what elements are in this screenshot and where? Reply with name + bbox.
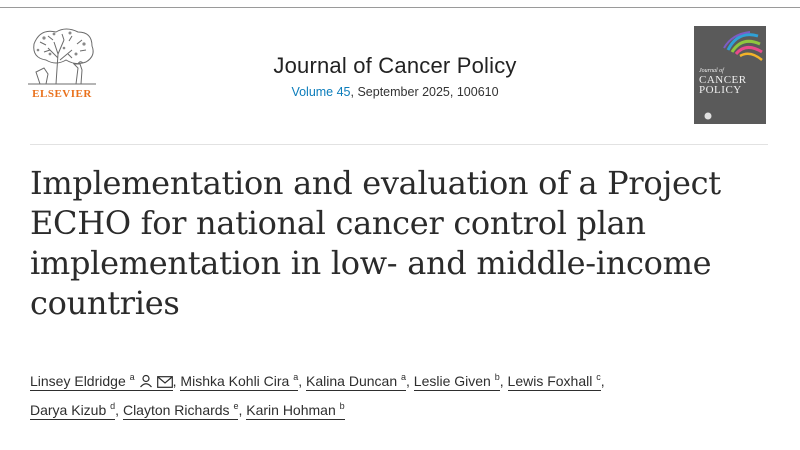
author-separator: , [298,373,303,389]
journal-title[interactable]: Journal of Cancer Policy [273,53,517,78]
author-name: Mishka Kohli Cira [180,373,290,389]
author-link[interactable]: Darya Kizub d [30,401,116,420]
issue-line: Volume 45, September 2025, 100610 [200,84,590,100]
author-separator: , [172,373,177,389]
affiliation-marker: a [293,372,299,382]
author-name: Leslie Given [413,373,491,389]
author-separator: , [406,373,410,389]
elsevier-tree-icon [28,28,96,85]
cover-title: Journal of CANCER POLICY [699,68,763,96]
cover-journal-line: Journal of [699,68,724,74]
author-link[interactable]: Leslie Given b [413,372,500,391]
author-name: Clayton Richards [122,402,230,418]
top-divider [0,7,800,8]
article-title: Implementation and evaluation of a Proje… [30,164,721,322]
author-separator: , [238,402,243,418]
affiliation-marker: d [110,401,116,411]
affiliation-marker: a [129,372,135,382]
cover-cancer-line: CANCER [699,74,747,86]
publisher-wordmark: ELSEVIER [32,88,92,100]
volume-link[interactable]: Volume 45 [291,85,351,99]
author-link[interactable]: Lewis Foxhall c [507,372,601,391]
journal-header: Journal of Cancer Policy Volume 45, Sept… [200,52,590,100]
mail-icon[interactable] [156,370,173,397]
author-name: Linsey Eldridge [30,373,126,389]
person-icon[interactable] [139,370,153,397]
affiliation-marker: e [233,401,239,411]
author-separator: , [115,402,120,418]
author-name: Kalina Duncan [306,373,398,389]
author-link[interactable]: Linsey Eldridge a [30,373,173,391]
elsevier-logo[interactable]: ELSEVIER [26,24,98,104]
affiliation-marker: b [494,372,500,382]
author-list: Linsey Eldridge a, Mishka Kohli Cira a, … [30,368,780,424]
author-separator: , [499,373,504,389]
affiliation-marker: a [401,372,407,382]
issue-details: , September 2025, 100610 [350,85,499,99]
cover-artwork [704,31,763,120]
author-link[interactable]: Clayton Richards e [122,401,239,420]
journal-cover-image[interactable]: Journal of CANCER POLICY [694,26,766,124]
affiliation-marker: c [596,372,601,382]
affiliation-marker: b [339,401,345,411]
author-link[interactable]: Kalina Duncan a [306,372,407,391]
author-name: Darya Kizub [30,402,107,418]
author-name: Lewis Foxhall [507,373,593,389]
cover-policy-line: POLICY [699,84,742,96]
header-divider [30,144,768,145]
author-link[interactable]: Karin Hohman b [246,401,345,420]
author-name: Karin Hohman [246,402,336,418]
author-separator: , [600,373,605,389]
author-link[interactable]: Mishka Kohli Cira a [180,372,299,391]
